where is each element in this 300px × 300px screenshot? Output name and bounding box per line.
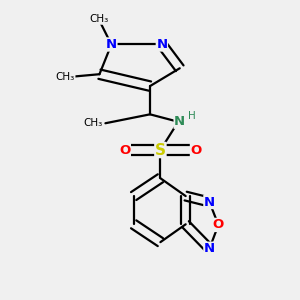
Text: CH₃: CH₃	[56, 72, 75, 82]
Text: N: N	[174, 115, 185, 128]
Text: N: N	[106, 38, 117, 51]
Text: N: N	[204, 242, 215, 255]
Text: CH₃: CH₃	[83, 118, 102, 128]
Text: N: N	[204, 196, 215, 208]
Text: N: N	[156, 38, 167, 51]
Text: O: O	[213, 218, 224, 231]
Text: O: O	[119, 143, 130, 157]
Text: S: S	[155, 142, 166, 158]
Text: H: H	[188, 111, 196, 122]
Text: O: O	[190, 143, 202, 157]
Text: CH₃: CH₃	[90, 14, 109, 24]
